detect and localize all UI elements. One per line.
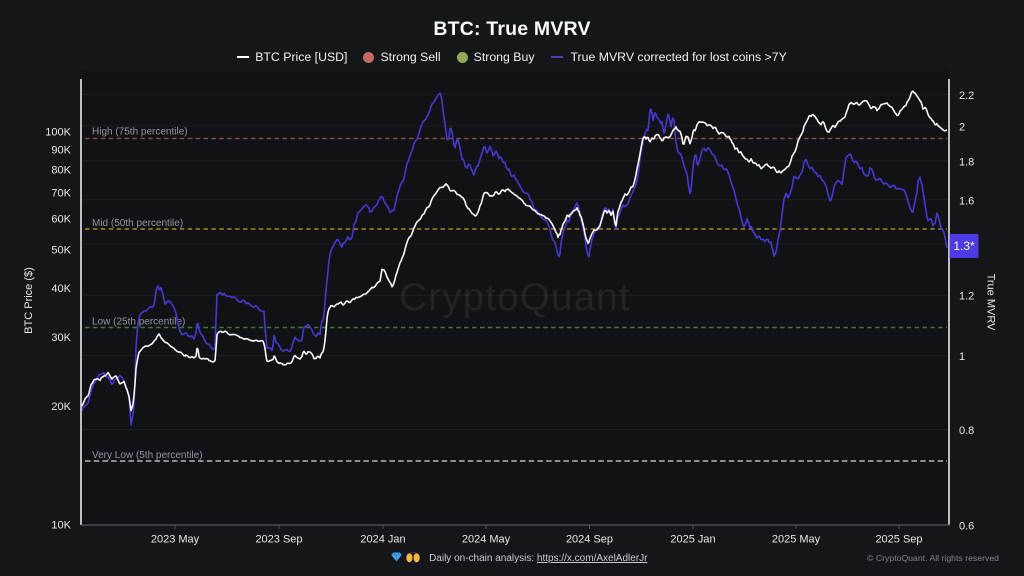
svg-text:True MVRV: True MVRV bbox=[985, 274, 997, 332]
svg-text:100K: 100K bbox=[45, 126, 71, 138]
svg-text:1.8: 1.8 bbox=[959, 156, 974, 168]
svg-text:Very Low (5th percentile): Very Low (5th percentile) bbox=[92, 450, 203, 461]
svg-text:CryptoQuant: CryptoQuant bbox=[399, 276, 630, 319]
svg-text:60K: 60K bbox=[51, 214, 71, 226]
svg-text:2: 2 bbox=[959, 122, 965, 134]
svg-text:1.3*: 1.3* bbox=[953, 239, 975, 253]
svg-text:2023 Sep: 2023 Sep bbox=[255, 534, 302, 546]
svg-text:20K: 20K bbox=[51, 401, 71, 413]
svg-text:High (75th percentile): High (75th percentile) bbox=[92, 127, 188, 138]
svg-text:50K: 50K bbox=[51, 245, 71, 257]
svg-text:Mid (50th percentile): Mid (50th percentile) bbox=[92, 218, 183, 229]
svg-text:30K: 30K bbox=[51, 332, 71, 344]
svg-text:80K: 80K bbox=[51, 165, 71, 177]
svg-text:0.8: 0.8 bbox=[959, 425, 974, 437]
svg-text:40K: 40K bbox=[51, 283, 71, 295]
svg-text:1: 1 bbox=[959, 351, 965, 363]
svg-text:1.2: 1.2 bbox=[959, 291, 974, 303]
svg-text:2025 May: 2025 May bbox=[772, 534, 821, 546]
svg-text:1.6: 1.6 bbox=[959, 195, 974, 207]
svg-text:BTC Price ($): BTC Price ($) bbox=[23, 267, 35, 334]
svg-text:2024 Jan: 2024 Jan bbox=[360, 534, 405, 546]
svg-text:90K: 90K bbox=[51, 144, 71, 156]
svg-text:2024 Sep: 2024 Sep bbox=[566, 534, 613, 546]
svg-text:10K: 10K bbox=[51, 519, 71, 531]
svg-text:2025 Sep: 2025 Sep bbox=[875, 534, 922, 546]
svg-text:2024 May: 2024 May bbox=[462, 534, 511, 546]
svg-text:2.2: 2.2 bbox=[959, 90, 974, 102]
svg-text:2025 Jan: 2025 Jan bbox=[670, 534, 715, 546]
svg-text:70K: 70K bbox=[51, 187, 71, 199]
svg-text:2023 May: 2023 May bbox=[151, 534, 200, 546]
svg-text:0.6: 0.6 bbox=[959, 520, 974, 532]
